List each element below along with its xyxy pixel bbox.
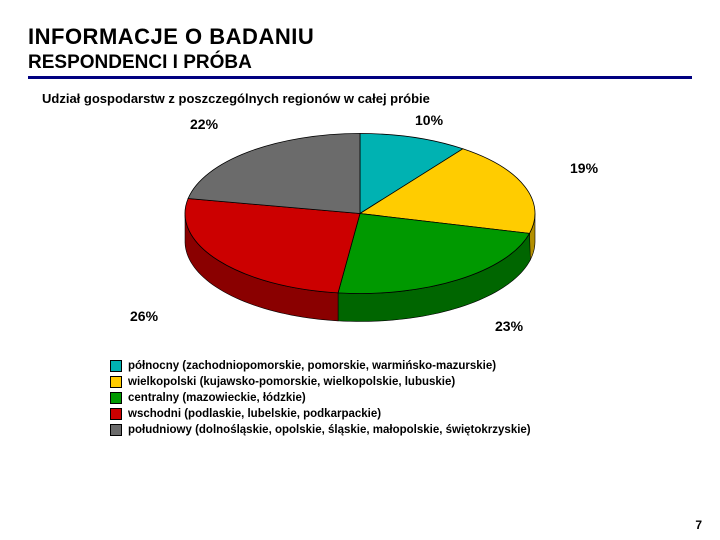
pie-chart: 10% 19% 23% 26% 22% — [0, 110, 720, 350]
title-underline — [28, 76, 692, 79]
legend-swatch — [110, 424, 122, 436]
legend: północny (zachodniopomorskie, pomorskie,… — [110, 360, 720, 436]
legend-item: południowy (dolnośląskie, opolskie, śląs… — [110, 424, 720, 436]
title-main: INFORMACJE O BADANIU — [28, 24, 692, 50]
pie-label-wschodni: 26% — [130, 308, 158, 324]
title-sub: RESPONDENCI I PRÓBA — [28, 52, 692, 74]
legend-item: centralny (mazowieckie, łódzkie) — [110, 392, 720, 404]
legend-item: wschodni (podlaskie, lubelskie, podkarpa… — [110, 408, 720, 420]
pie-label-północny: 10% — [415, 112, 443, 128]
pie-label-wielkopolski: 19% — [570, 160, 598, 176]
legend-text: północny (zachodniopomorskie, pomorskie,… — [128, 360, 496, 372]
legend-text: wschodni (podlaskie, lubelskie, podkarpa… — [128, 408, 381, 420]
page-number: 7 — [695, 518, 702, 532]
legend-swatch — [110, 360, 122, 372]
legend-text: centralny (mazowieckie, łódzkie) — [128, 392, 306, 404]
legend-text: wielkopolski (kujawsko-pomorskie, wielko… — [128, 376, 455, 388]
legend-item: północny (zachodniopomorskie, pomorskie,… — [110, 360, 720, 372]
legend-swatch — [110, 392, 122, 404]
legend-swatch — [110, 376, 122, 388]
legend-text: południowy (dolnośląskie, opolskie, śląs… — [128, 424, 531, 436]
header: INFORMACJE O BADANIU RESPONDENCI I PRÓBA — [0, 0, 720, 79]
pie-label-centralny: 23% — [495, 318, 523, 334]
pie-tops — [185, 134, 535, 294]
pie-svg — [181, 130, 539, 326]
pie-wrap — [181, 130, 539, 331]
pie-label-południowy: 22% — [190, 116, 218, 132]
legend-item: wielkopolski (kujawsko-pomorskie, wielko… — [110, 376, 720, 388]
chart-title: Udział gospodarstw z poszczególnych regi… — [42, 91, 720, 106]
legend-swatch — [110, 408, 122, 420]
